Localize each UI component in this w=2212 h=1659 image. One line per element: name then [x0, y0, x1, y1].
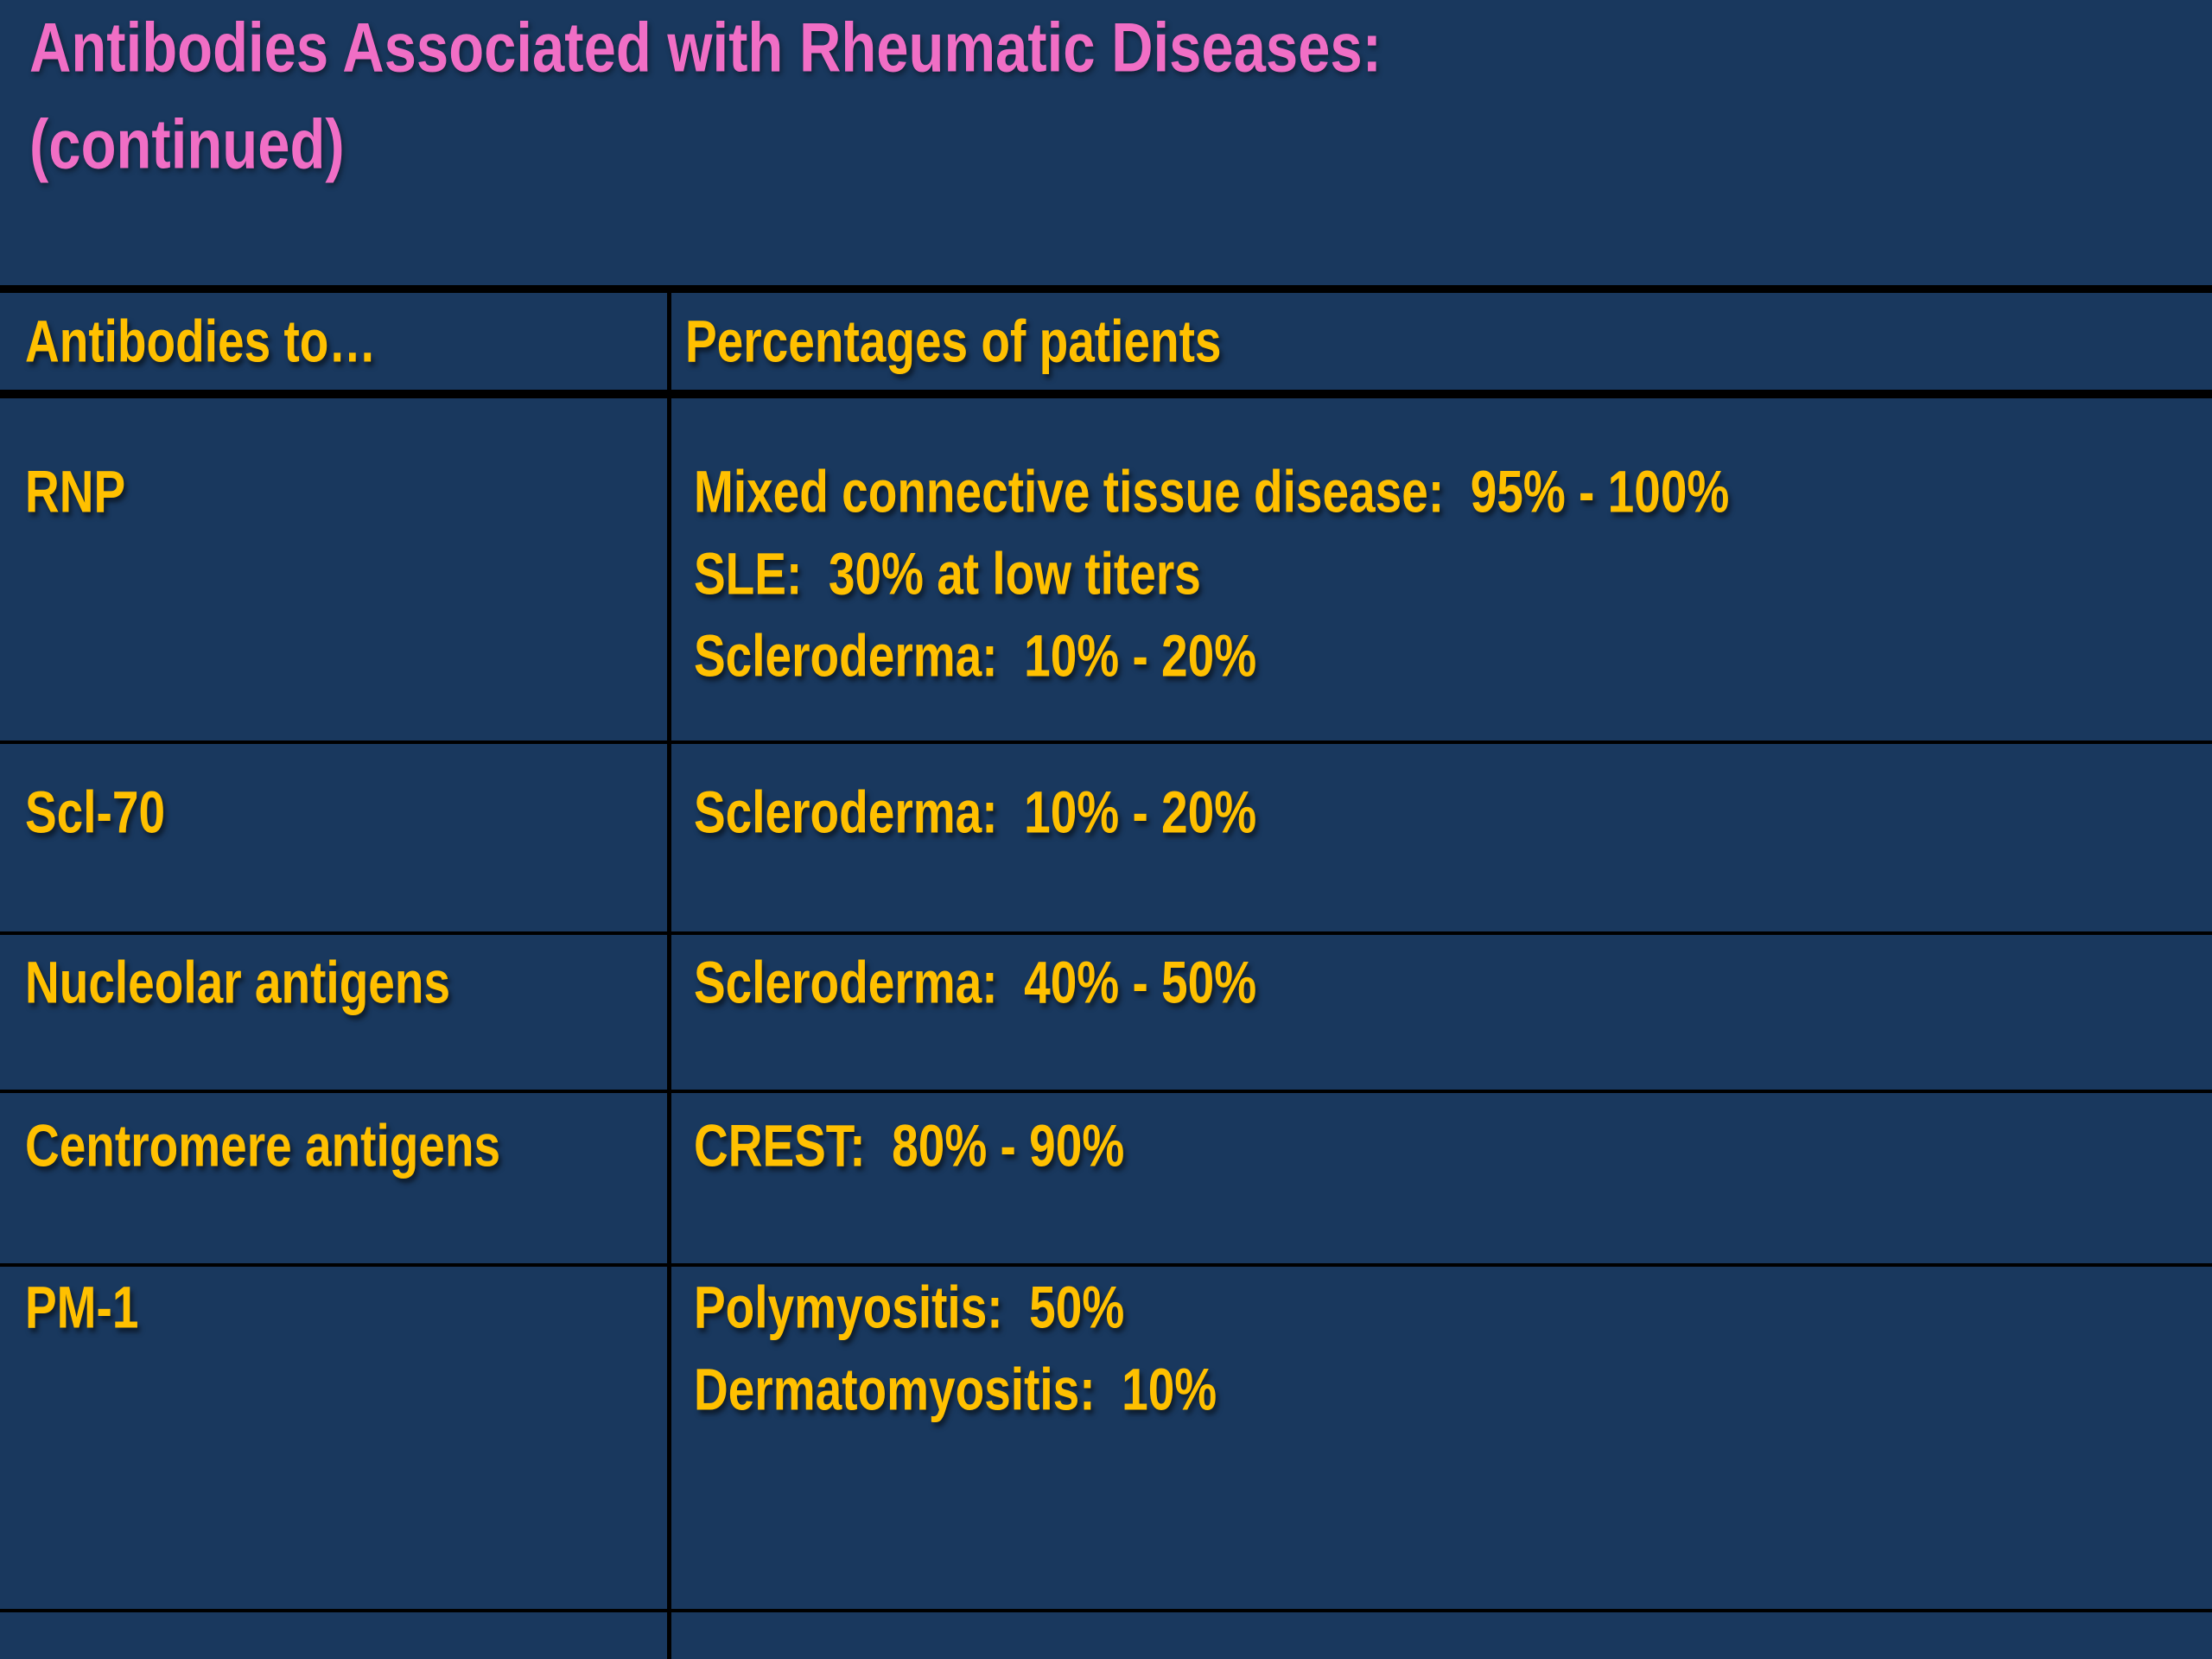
column-header-percentages: Percentages of patients	[671, 293, 2212, 390]
antibody-name: RNP	[25, 458, 126, 525]
table-row-rnp: RNP Mixed connective tissue disease: 95%…	[0, 398, 2212, 744]
finding-line: Scleroderma: 10% - 20%	[694, 622, 1257, 690]
slide-title-line2: (continued)	[29, 105, 345, 184]
column-header-percentages-label: Percentages of patients	[685, 307, 1222, 375]
slide-title: Antibodies Associated with Rheumatic Dis…	[29, 0, 2177, 194]
finding-line: Polymyositis: 50%	[694, 1274, 1125, 1341]
antibodies-table: Antibodies to… Percentages of patients R…	[0, 285, 2212, 1659]
antibody-name: Nucleolar antigens	[25, 949, 451, 1016]
table-header-row: Antibodies to… Percentages of patients	[0, 293, 2212, 398]
table-row-scl70: Scl-70 Scleroderma: 10% - 20%	[0, 744, 2212, 935]
slide-title-line1: Antibodies Associated with Rheumatic Dis…	[29, 9, 1382, 87]
antibody-cell: RNP	[0, 398, 671, 741]
finding-line: Mixed connective tissue disease: 95% - 1…	[694, 458, 1730, 525]
antibody-name: Centromere antigens	[25, 1112, 501, 1179]
percentages-cell: Scleroderma: 40% - 50%	[671, 935, 2212, 1090]
finding-line: CREST: 80% - 90%	[694, 1112, 1125, 1179]
column-header-antibodies-label: Antibodies to…	[25, 307, 377, 375]
percentages-cell: Polymyositis: 50% Dermatomyositis: 10%	[671, 1267, 2212, 1609]
table-row-empty	[0, 1612, 2212, 1659]
percentages-cell: CREST: 80% - 90%	[671, 1093, 2212, 1263]
table-row-centromere-antigens: Centromere antigens CREST: 80% - 90%	[0, 1093, 2212, 1267]
antibody-cell: Scl-70	[0, 744, 671, 931]
percentages-cell: Mixed connective tissue disease: 95% - 1…	[671, 398, 2212, 741]
antibody-name: Scl-70	[25, 779, 166, 846]
table-row-pm1: PM-1 Polymyositis: 50% Dermatomyositis: …	[0, 1267, 2212, 1612]
antibody-cell-empty	[0, 1612, 671, 1659]
antibody-name: PM-1	[25, 1274, 139, 1341]
percentages-cell-empty	[671, 1612, 2212, 1659]
finding-line: Dermatomyositis: 10%	[694, 1356, 1217, 1423]
antibody-cell: Centromere antigens	[0, 1093, 671, 1263]
finding-line: Scleroderma: 10% - 20%	[694, 779, 1257, 846]
column-header-antibodies: Antibodies to…	[0, 293, 671, 390]
percentages-cell: Scleroderma: 10% - 20%	[671, 744, 2212, 931]
antibody-cell: Nucleolar antigens	[0, 935, 671, 1090]
finding-line: SLE: 30% at low titers	[694, 540, 1201, 607]
finding-line: Scleroderma: 40% - 50%	[694, 949, 1257, 1016]
antibody-cell: PM-1	[0, 1267, 671, 1609]
table-row-nucleolar-antigens: Nucleolar antigens Scleroderma: 40% - 50…	[0, 935, 2212, 1093]
